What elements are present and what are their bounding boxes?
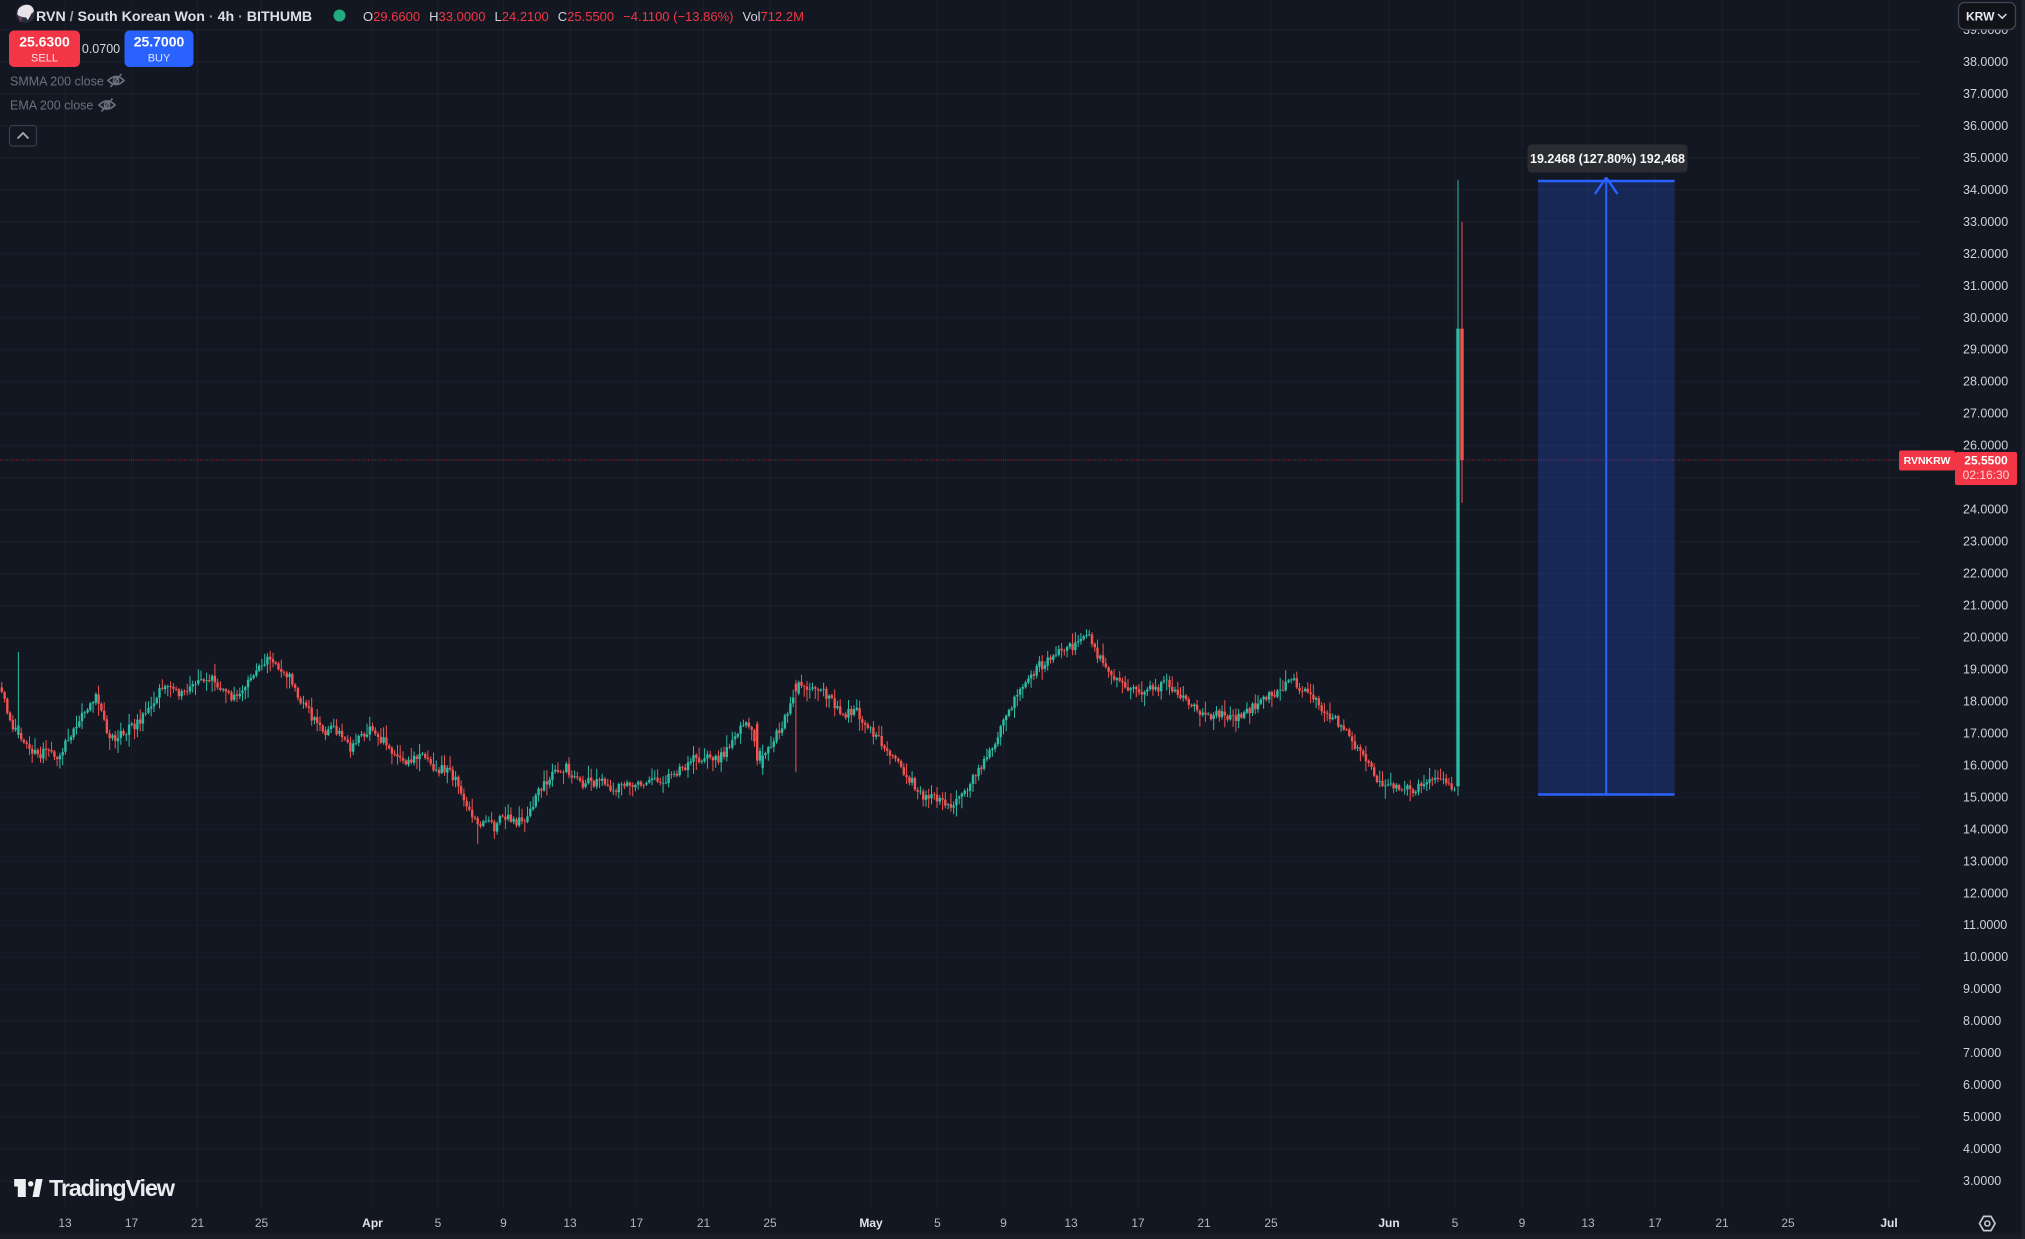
svg-text:12.0000: 12.0000 bbox=[1963, 886, 2008, 900]
svg-text:34.0000: 34.0000 bbox=[1963, 183, 2008, 197]
svg-text:8.0000: 8.0000 bbox=[1963, 1014, 2001, 1028]
svg-text:3.0000: 3.0000 bbox=[1963, 1174, 2001, 1188]
svg-text:22.0000: 22.0000 bbox=[1963, 567, 2008, 581]
svg-text:28.0000: 28.0000 bbox=[1963, 375, 2008, 389]
svg-text:18.0000: 18.0000 bbox=[1963, 694, 2008, 708]
svg-text:Jul: Jul bbox=[1880, 1216, 1897, 1230]
svg-text:9: 9 bbox=[500, 1216, 507, 1230]
svg-text:21: 21 bbox=[191, 1216, 205, 1230]
svg-text:14.0000: 14.0000 bbox=[1963, 822, 2008, 836]
svg-text:13: 13 bbox=[58, 1216, 72, 1230]
svg-text:25: 25 bbox=[1264, 1216, 1278, 1230]
svg-text:17: 17 bbox=[1648, 1216, 1662, 1230]
svg-text:21.0000: 21.0000 bbox=[1963, 599, 2008, 613]
svg-text:25: 25 bbox=[763, 1216, 777, 1230]
svg-text:Jun: Jun bbox=[1378, 1216, 1399, 1230]
svg-text:0.0700: 0.0700 bbox=[82, 42, 120, 56]
svg-text:23.0000: 23.0000 bbox=[1963, 535, 2008, 549]
svg-text:4.0000: 4.0000 bbox=[1963, 1142, 2001, 1156]
svg-text:32.0000: 32.0000 bbox=[1963, 247, 2008, 261]
svg-text:19.2468 (127.80%) 192,468: 19.2468 (127.80%) 192,468 bbox=[1530, 152, 1685, 166]
svg-text:5: 5 bbox=[1452, 1216, 1459, 1230]
svg-text:May: May bbox=[859, 1216, 883, 1230]
svg-text:29.0000: 29.0000 bbox=[1963, 343, 2008, 357]
svg-text:5: 5 bbox=[934, 1216, 941, 1230]
svg-text:5.0000: 5.0000 bbox=[1963, 1110, 2001, 1124]
svg-text:6.0000: 6.0000 bbox=[1963, 1078, 2001, 1092]
svg-text:30.0000: 30.0000 bbox=[1963, 311, 2008, 325]
svg-text:7.0000: 7.0000 bbox=[1963, 1046, 2001, 1060]
svg-text:19.0000: 19.0000 bbox=[1963, 663, 2008, 677]
svg-text:21: 21 bbox=[697, 1216, 711, 1230]
svg-text:RVN / South Korean Won · 4h ·: RVN / South Korean Won · 4h · BITHUMB bbox=[36, 9, 312, 25]
svg-text:SELL: SELL bbox=[31, 53, 58, 65]
svg-text:BUY: BUY bbox=[148, 53, 171, 65]
svg-text:13.0000: 13.0000 bbox=[1963, 854, 2008, 868]
svg-text:21: 21 bbox=[1715, 1216, 1729, 1230]
svg-text:36.0000: 36.0000 bbox=[1963, 119, 2008, 133]
svg-text:10.0000: 10.0000 bbox=[1963, 950, 2008, 964]
svg-text:17.0000: 17.0000 bbox=[1963, 726, 2008, 740]
svg-text:31.0000: 31.0000 bbox=[1963, 279, 2008, 293]
svg-text:25.5500: 25.5500 bbox=[1964, 454, 2008, 468]
svg-text:16.0000: 16.0000 bbox=[1963, 758, 2008, 772]
svg-text:26.0000: 26.0000 bbox=[1963, 439, 2008, 453]
svg-text:17: 17 bbox=[125, 1216, 139, 1230]
svg-text:RVNKRW: RVNKRW bbox=[1904, 455, 1951, 467]
svg-text:25: 25 bbox=[1781, 1216, 1795, 1230]
svg-text:9: 9 bbox=[1519, 1216, 1526, 1230]
svg-text:13: 13 bbox=[1064, 1216, 1078, 1230]
svg-text:27.0000: 27.0000 bbox=[1963, 407, 2008, 421]
svg-text:TradingView: TradingView bbox=[49, 1175, 176, 1201]
svg-text:SMMA 200 close: SMMA 200 close bbox=[10, 75, 104, 89]
svg-text:21: 21 bbox=[1197, 1216, 1211, 1230]
svg-text:17: 17 bbox=[1131, 1216, 1145, 1230]
svg-text:38.0000: 38.0000 bbox=[1963, 55, 2008, 69]
svg-text:EMA 200 close: EMA 200 close bbox=[10, 99, 93, 113]
svg-text:25: 25 bbox=[255, 1216, 269, 1230]
svg-text:15.0000: 15.0000 bbox=[1963, 790, 2008, 804]
svg-text:02:16:30: 02:16:30 bbox=[1963, 468, 2010, 482]
svg-text:KRW: KRW bbox=[1966, 10, 1995, 24]
svg-text:17: 17 bbox=[630, 1216, 644, 1230]
svg-text:13: 13 bbox=[563, 1216, 577, 1230]
svg-text:25.6300: 25.6300 bbox=[19, 34, 70, 50]
svg-text:5: 5 bbox=[435, 1216, 442, 1230]
svg-text:24.0000: 24.0000 bbox=[1963, 503, 2008, 517]
svg-text:35.0000: 35.0000 bbox=[1963, 151, 2008, 165]
svg-text:9: 9 bbox=[1000, 1216, 1007, 1230]
svg-text:13: 13 bbox=[1581, 1216, 1595, 1230]
svg-text:11.0000: 11.0000 bbox=[1963, 918, 2007, 932]
svg-text:37.0000: 37.0000 bbox=[1963, 87, 2008, 101]
svg-text:9.0000: 9.0000 bbox=[1963, 982, 2001, 996]
svg-text:25.7000: 25.7000 bbox=[134, 34, 185, 50]
svg-text:33.0000: 33.0000 bbox=[1963, 215, 2008, 229]
svg-text:Apr: Apr bbox=[362, 1216, 383, 1230]
svg-text:20.0000: 20.0000 bbox=[1963, 631, 2008, 645]
